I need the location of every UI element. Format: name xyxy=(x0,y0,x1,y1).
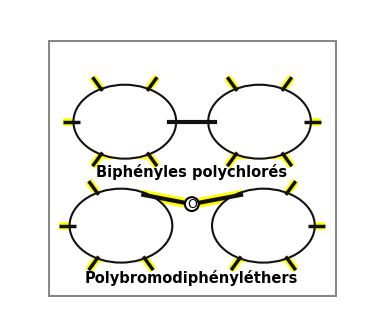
Ellipse shape xyxy=(70,189,172,263)
Polygon shape xyxy=(76,195,166,257)
Circle shape xyxy=(185,197,199,211)
Text: O: O xyxy=(187,198,197,211)
Ellipse shape xyxy=(74,85,176,159)
Text: Polybromodiphényléthers: Polybromodiphényléthers xyxy=(85,270,298,286)
Ellipse shape xyxy=(212,189,315,263)
Polygon shape xyxy=(80,91,170,153)
Polygon shape xyxy=(215,91,304,153)
FancyBboxPatch shape xyxy=(49,41,336,297)
Polygon shape xyxy=(219,195,308,257)
Text: Biphényles polychlorés: Biphényles polychlorés xyxy=(96,164,287,180)
Ellipse shape xyxy=(208,85,311,159)
